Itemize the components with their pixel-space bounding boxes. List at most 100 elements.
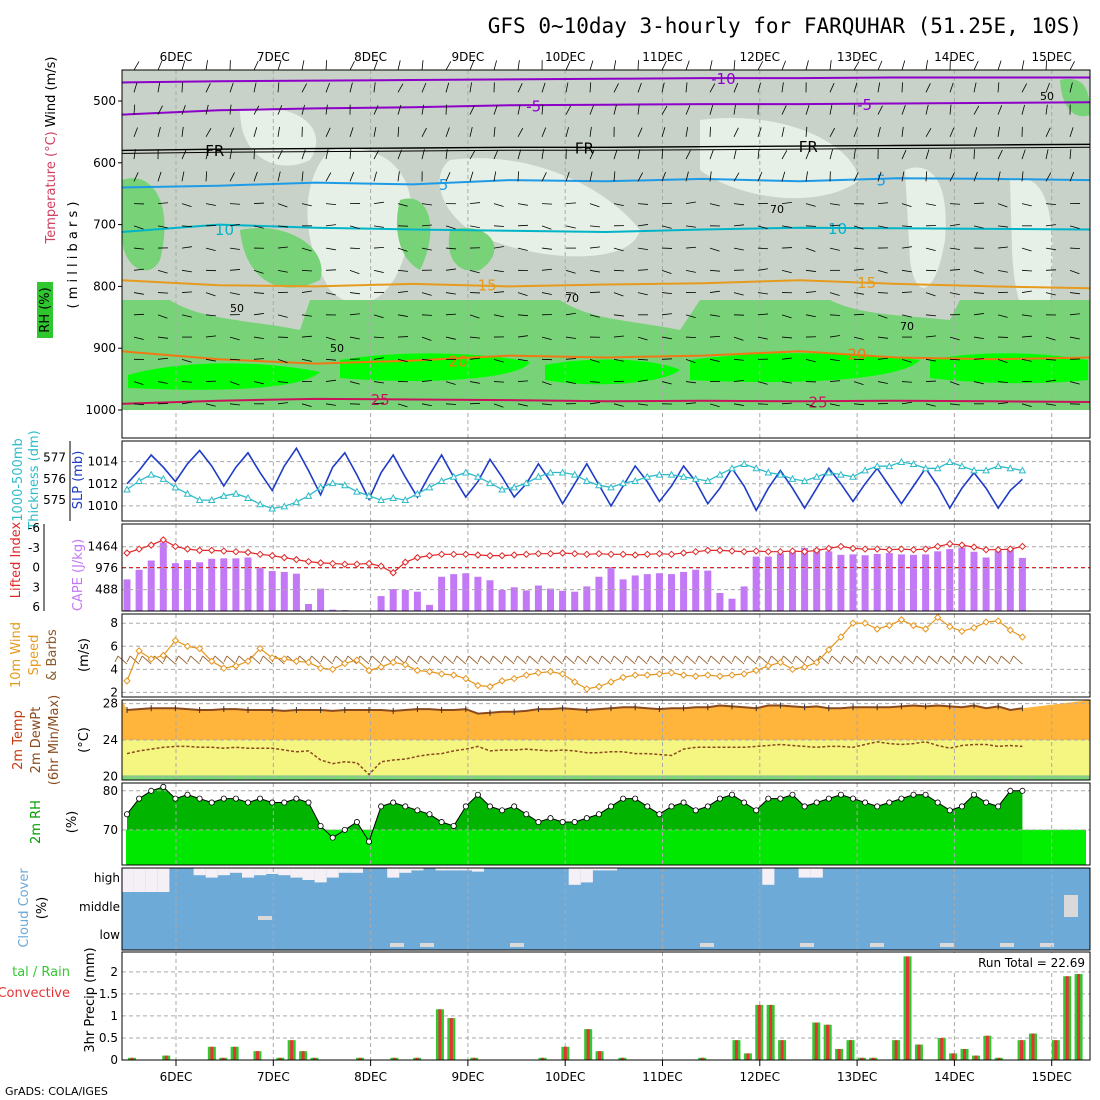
thickness-point — [861, 466, 869, 474]
date-label-bottom: 13DEC — [837, 1070, 877, 1084]
wind-barb — [916, 655, 926, 665]
wind-barb — [181, 401, 192, 405]
wind-barb — [493, 105, 498, 115]
lifted-index-point — [849, 544, 857, 553]
wind-barb — [733, 247, 744, 251]
wind-barb — [373, 336, 385, 339]
wind-barb — [952, 655, 963, 665]
lifted-index-point — [304, 557, 313, 566]
rh-point — [656, 811, 663, 818]
wind-barb — [397, 171, 400, 182]
rh-point — [511, 803, 518, 810]
wind-barb — [613, 358, 624, 362]
below-surface — [122, 410, 1090, 438]
wind-barb — [181, 105, 186, 115]
wind-barb — [493, 291, 504, 293]
rh-point — [244, 799, 251, 806]
cloud-gap-high — [592, 868, 605, 871]
wind-speed-point — [123, 677, 131, 685]
isotherm-label: 20 — [448, 353, 467, 371]
cold-band — [122, 775, 1090, 780]
rh-point — [620, 795, 627, 802]
cape-bar — [740, 586, 748, 611]
wind-barb — [325, 403, 336, 406]
cloud-gap-high — [605, 868, 618, 871]
thickness-point — [522, 479, 531, 487]
wind-barb — [1069, 82, 1073, 93]
wind-barb — [349, 127, 354, 137]
precip-convective-bar — [620, 1057, 624, 1060]
wind-barb — [589, 381, 600, 383]
rh-point — [136, 795, 143, 802]
wind-barb-flag — [598, 655, 603, 663]
cape-bar — [668, 574, 675, 611]
wind-speed-point — [909, 621, 918, 630]
wind-barb — [973, 269, 984, 274]
wind-barb — [781, 357, 792, 360]
date-label-top: 13DEC — [837, 50, 877, 64]
cloud-gap-high — [133, 868, 146, 892]
wind-barb — [1045, 336, 1056, 341]
low-cloud-trace — [1000, 943, 1014, 947]
wind-barb — [877, 171, 882, 182]
precip-convective-bar — [837, 1048, 841, 1060]
wind-barb — [277, 105, 283, 115]
lifted-index-point — [413, 553, 422, 562]
date-label-top: 12DEC — [740, 50, 780, 64]
wind-barb — [781, 171, 786, 182]
wind-barb — [638, 655, 648, 665]
wind-barb — [133, 172, 139, 182]
isotherm-label: FR — [799, 138, 818, 156]
wind-barb — [685, 246, 696, 249]
wind-barb — [781, 336, 792, 339]
cape-bar — [752, 556, 760, 611]
date-label-bottom: 6DEC — [160, 1070, 193, 1084]
cape-bar — [462, 573, 470, 611]
rh-contour-label: 70 — [770, 203, 784, 216]
thickness-point — [619, 479, 627, 487]
thickness-point — [413, 489, 422, 497]
lifted-index-point — [377, 562, 385, 570]
wind-barb — [133, 381, 144, 386]
wind-barb — [541, 225, 552, 230]
dewpoint-line — [126, 741, 1023, 776]
wind-10m-panel: 8 6 4 2 10m Wind Speed & Barbs (m/s) — [9, 613, 1091, 699]
thickness-point — [728, 464, 736, 472]
wind-barb — [685, 82, 688, 93]
wind-barb — [709, 335, 721, 338]
wind-barb — [181, 291, 193, 293]
lifted-index-point — [365, 559, 373, 568]
wind-barb — [420, 655, 430, 665]
wind-barb — [877, 292, 889, 294]
wind-barb — [925, 127, 932, 138]
thickness-point — [534, 472, 543, 480]
rh-contour-region — [307, 148, 412, 304]
date-label-bottom: 14DEC — [934, 1070, 974, 1084]
wind-speed-point — [534, 669, 543, 677]
cape-bar — [232, 558, 240, 611]
wind-barb — [685, 105, 691, 115]
wind-barb — [997, 402, 1008, 405]
wind-barb — [349, 381, 360, 385]
wind-barb — [181, 82, 183, 93]
wind-barb — [746, 655, 757, 665]
wind-speed-point — [401, 661, 410, 669]
wind-barb — [901, 82, 903, 93]
wind-barb — [880, 655, 890, 665]
wind-barb — [757, 336, 768, 340]
wind-barb — [757, 127, 762, 137]
wind-barb — [229, 203, 241, 205]
thickness-point — [558, 468, 567, 476]
cape-bar — [256, 567, 264, 611]
wind-barb — [178, 655, 188, 665]
pressure-tick-label: 900 — [93, 341, 116, 355]
wind-barb — [733, 292, 744, 296]
pressure-tick-label: 1000 — [85, 403, 116, 417]
upper-air-frame — [121, 69, 1091, 439]
wind-barb — [1021, 335, 1032, 338]
wind-barb — [133, 336, 144, 340]
low-cloud-trace — [940, 943, 954, 947]
thickness-point — [510, 483, 519, 491]
wind-speed-point — [316, 664, 325, 672]
rh-point — [402, 803, 409, 810]
